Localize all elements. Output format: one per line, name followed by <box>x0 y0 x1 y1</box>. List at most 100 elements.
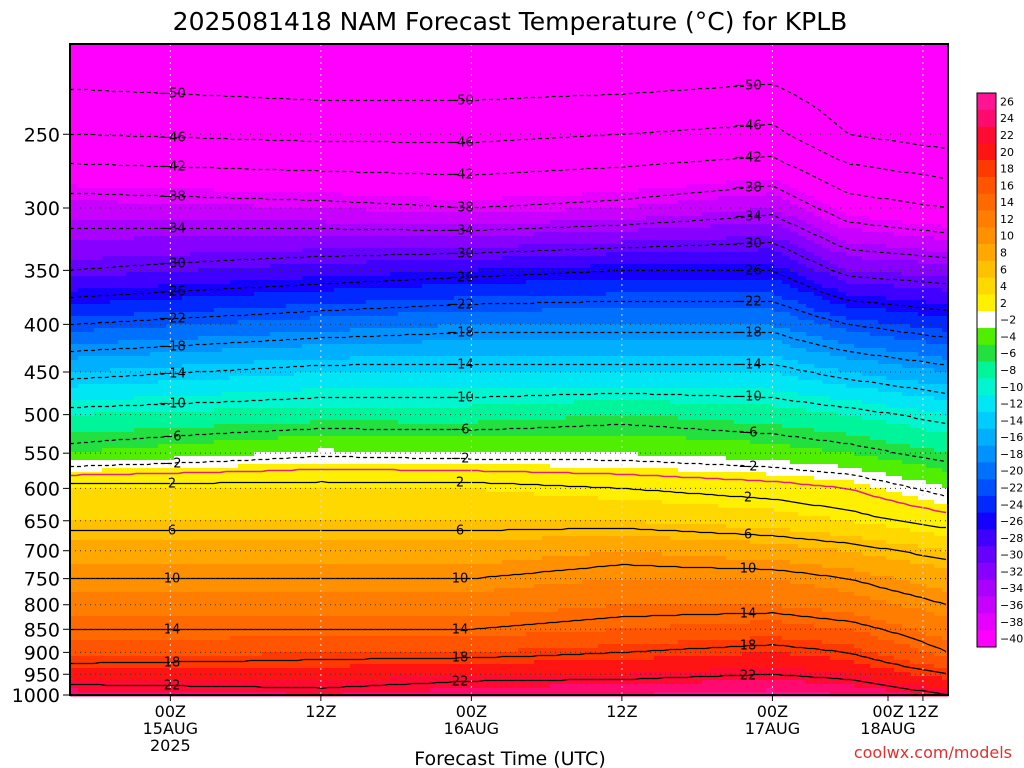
field-cell <box>126 260 135 265</box>
field-cell <box>126 460 135 465</box>
field-cell <box>158 420 167 425</box>
field-cell <box>110 356 119 361</box>
field-cell <box>286 380 295 385</box>
field-cell <box>286 492 295 497</box>
field-cell <box>198 204 207 209</box>
field-cell <box>254 148 263 153</box>
field-cell <box>278 84 287 89</box>
field-cell <box>142 328 151 333</box>
field-cell <box>254 256 263 261</box>
field-cell <box>126 680 135 685</box>
field-cell <box>286 400 295 405</box>
field-cell <box>142 452 151 457</box>
field-cell <box>222 508 231 513</box>
field-cell <box>214 72 223 77</box>
field-cell <box>142 532 151 537</box>
field-cell <box>110 76 119 81</box>
field-cell <box>126 312 135 317</box>
field-cell <box>118 440 127 445</box>
field-cell <box>174 444 183 449</box>
field-cell <box>262 632 271 637</box>
field-cell <box>246 64 255 69</box>
field-cell <box>182 332 191 337</box>
field-cell <box>270 484 279 489</box>
field-cell <box>214 272 223 277</box>
field-cell <box>118 324 127 329</box>
field-cell <box>294 460 303 465</box>
field-cell <box>174 500 183 505</box>
field-cell <box>142 144 151 149</box>
field-cell <box>270 420 279 425</box>
field-cell <box>134 228 143 233</box>
field-cell <box>166 376 175 381</box>
field-cell <box>190 316 199 321</box>
field-cell <box>190 112 199 117</box>
field-cell <box>310 388 319 393</box>
field-cell <box>206 612 215 617</box>
field-cell <box>110 608 119 613</box>
field-cell <box>110 432 119 437</box>
field-cell <box>286 196 295 201</box>
field-cell <box>262 604 271 609</box>
field-cell <box>246 440 255 445</box>
field-cell <box>230 164 239 169</box>
field-cell <box>118 132 127 137</box>
field-cell <box>222 668 231 673</box>
field-cell <box>134 92 143 97</box>
field-cell <box>134 524 143 529</box>
field-cell <box>246 632 255 637</box>
field-cell <box>294 80 303 85</box>
field-cell <box>198 360 207 365</box>
field-cell <box>238 188 247 193</box>
field-cell <box>302 632 311 637</box>
field-cell <box>142 204 151 209</box>
field-cell <box>246 516 255 521</box>
field-cell <box>166 148 175 153</box>
field-cell <box>238 112 247 117</box>
field-cell <box>302 496 311 501</box>
field-cell <box>230 184 239 189</box>
field-cell <box>310 140 319 145</box>
field-cell <box>78 348 87 353</box>
field-cell <box>270 608 279 613</box>
field-cell <box>134 644 143 649</box>
field-cell <box>182 348 191 353</box>
field-cell <box>262 448 271 453</box>
field-cell <box>238 208 247 213</box>
field-cell <box>254 260 263 265</box>
field-cell <box>246 488 255 493</box>
field-cell <box>78 584 87 589</box>
field-cell <box>190 232 199 237</box>
field-cell <box>118 468 127 473</box>
field-cell <box>118 188 127 193</box>
field-cell <box>102 416 111 421</box>
field-cell <box>78 680 87 685</box>
field-cell <box>278 608 287 613</box>
field-cell <box>286 580 295 585</box>
field-cell <box>206 372 215 377</box>
field-cell <box>222 288 231 293</box>
field-cell <box>286 180 295 185</box>
field-cell <box>150 136 159 141</box>
field-cell <box>118 604 127 609</box>
field-cell <box>302 76 311 81</box>
field-cell <box>102 572 111 577</box>
field-cell <box>150 500 159 505</box>
field-cell <box>78 656 87 661</box>
field-cell <box>238 216 247 221</box>
field-cell <box>214 672 223 677</box>
field-cell <box>294 72 303 77</box>
field-cell <box>238 564 247 569</box>
field-cell <box>134 176 143 181</box>
field-cell <box>190 508 199 513</box>
field-cell <box>174 340 183 345</box>
field-cell <box>142 52 151 57</box>
field-cell <box>310 432 319 437</box>
field-cell <box>134 168 143 173</box>
field-cell <box>286 352 295 357</box>
field-cell <box>174 424 183 429</box>
field-cell <box>158 520 167 525</box>
field-cell <box>262 324 271 329</box>
field-cell <box>118 652 127 657</box>
field-cell <box>174 496 183 501</box>
